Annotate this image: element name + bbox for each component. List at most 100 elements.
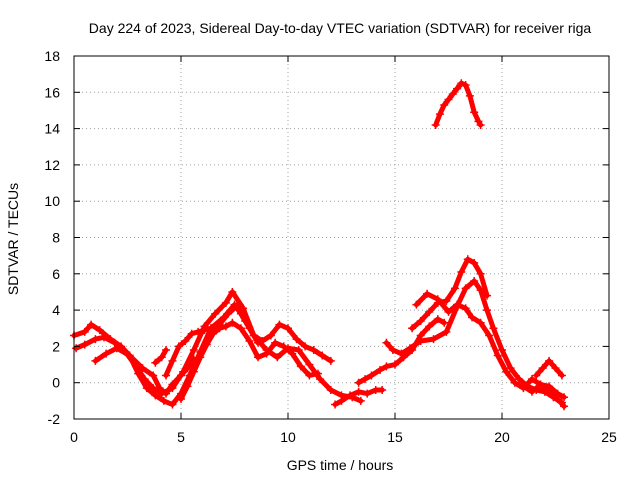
- data-point-marker: [194, 327, 203, 336]
- data-point-marker: [313, 369, 322, 378]
- data-point-marker: [498, 346, 506, 355]
- data-point-marker: [187, 329, 196, 338]
- data-point-marker: [346, 391, 355, 400]
- data-point-marker: [80, 327, 89, 336]
- data-point-marker: [416, 316, 425, 325]
- data-point-marker: [442, 327, 451, 336]
- data-point-marker: [356, 396, 365, 405]
- data-point-marker: [560, 393, 569, 402]
- data-point-marker: [519, 382, 528, 391]
- data-point-marker: [468, 313, 477, 322]
- data-point-marker: [457, 267, 466, 276]
- data-point-marker: [433, 295, 442, 304]
- data-point-marker: [326, 385, 335, 394]
- y-tick-label: 16: [44, 84, 60, 100]
- y-tick-label: 2: [52, 338, 60, 354]
- data-point-marker: [397, 349, 406, 358]
- series-s13: [519, 380, 569, 411]
- y-tick-label: 6: [52, 266, 60, 282]
- data-point-marker: [159, 396, 168, 405]
- data-point-marker: [476, 120, 485, 129]
- data-point-marker: [538, 364, 547, 373]
- data-point-marker: [125, 351, 134, 360]
- data-point-marker: [275, 320, 284, 329]
- data-point-marker: [382, 362, 391, 371]
- data-point-marker: [316, 375, 325, 384]
- data-point-marker: [189, 367, 198, 376]
- data-point-marker: [200, 326, 209, 335]
- data-point-marker: [262, 349, 271, 358]
- data-point-marker: [536, 380, 545, 389]
- series-line: [163, 304, 334, 378]
- data-point-marker: [273, 353, 282, 362]
- data-point-marker: [388, 346, 397, 355]
- data-point-marker: [476, 269, 485, 278]
- data-point-marker: [254, 353, 263, 362]
- data-point-marker: [354, 378, 363, 387]
- series-s7: [331, 385, 387, 409]
- data-point-marker: [551, 364, 560, 373]
- x-tick-label: 10: [280, 429, 296, 445]
- data-point-marker: [448, 90, 457, 99]
- y-tick-label: -2: [48, 411, 61, 427]
- series-line: [92, 345, 197, 397]
- data-point-marker: [318, 351, 327, 360]
- data-point-marker: [502, 367, 511, 376]
- data-point-marker: [425, 307, 434, 316]
- data-point-marker: [453, 84, 462, 93]
- data-point-marker: [138, 364, 147, 373]
- data-point-marker: [527, 387, 536, 396]
- data-point-marker: [91, 335, 100, 344]
- y-tick-label: 8: [52, 230, 60, 246]
- data-point-marker: [326, 356, 335, 365]
- data-point-marker: [337, 396, 346, 405]
- data-point-marker: [442, 297, 451, 306]
- data-point-marker: [547, 389, 556, 398]
- x-axis-label: GPS time / hours: [287, 457, 394, 473]
- y-tick-label: 14: [44, 121, 60, 137]
- data-point-marker: [376, 365, 385, 374]
- data-point-marker: [181, 336, 190, 345]
- data-point-marker: [557, 371, 566, 380]
- data-point-marker: [378, 385, 387, 394]
- data-point-marker: [228, 287, 237, 296]
- data-point-marker: [162, 389, 171, 398]
- data-point-marker: [470, 277, 479, 286]
- data-point-marker: [483, 291, 492, 300]
- data-point-marker: [279, 342, 288, 351]
- data-point-marker: [461, 304, 470, 313]
- data-point-marker: [435, 110, 444, 119]
- data-point-marker: [309, 346, 318, 355]
- data-point-marker: [292, 335, 301, 344]
- data-point-marker: [444, 307, 453, 316]
- data-point-marker: [183, 364, 192, 373]
- grid: [74, 56, 609, 419]
- data-point-marker: [433, 315, 442, 324]
- data-point-marker: [483, 306, 492, 315]
- y-axis-label: SDTVAR / TECUs: [5, 183, 21, 295]
- data-point-marker: [221, 298, 230, 307]
- data-point-marker: [470, 108, 479, 117]
- data-point-marker: [305, 371, 314, 380]
- data-point-marker: [461, 81, 470, 90]
- data-point-marker: [553, 395, 562, 404]
- data-point-marker: [450, 284, 459, 293]
- data-point-marker: [493, 351, 502, 360]
- data-point-marker: [440, 318, 449, 327]
- data-point-marker: [354, 387, 363, 396]
- data-point-marker: [224, 309, 233, 318]
- data-point-marker: [296, 362, 305, 371]
- data-point-marker: [196, 353, 205, 362]
- data-point-marker: [465, 91, 474, 100]
- series-s3: [91, 344, 198, 398]
- data-point-marker: [183, 382, 192, 391]
- data-point-marker: [228, 318, 237, 327]
- data-point-marker: [72, 344, 81, 353]
- y-tick-label: 0: [52, 375, 60, 391]
- data-point-marker: [288, 349, 297, 358]
- data-point-marker: [444, 95, 453, 104]
- data-point-marker: [80, 340, 89, 349]
- data-point-marker: [510, 378, 519, 387]
- data-point-marker: [545, 356, 554, 365]
- data-point-marker: [209, 329, 218, 338]
